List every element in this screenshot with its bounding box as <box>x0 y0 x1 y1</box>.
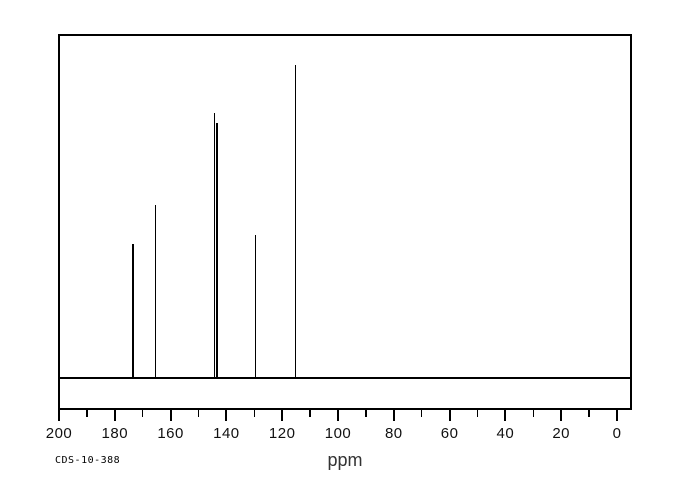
tick-label: 140 <box>213 425 240 442</box>
plot-frame <box>57 34 632 410</box>
major-tick <box>58 410 60 421</box>
tick-label: 200 <box>45 425 73 442</box>
major-tick <box>560 410 563 421</box>
major-tick <box>169 410 172 421</box>
sample-id-label: CDS-10-388 <box>55 455 121 466</box>
major-tick <box>281 410 284 421</box>
minor-tick <box>588 410 590 417</box>
minor-tick <box>197 410 200 417</box>
minor-tick <box>309 410 311 417</box>
spectrum-baseline <box>58 377 630 379</box>
minor-tick <box>420 410 423 417</box>
peak <box>213 113 216 379</box>
peak <box>132 244 134 379</box>
minor-tick <box>86 410 88 417</box>
minor-tick <box>141 410 144 417</box>
minor-tick <box>365 410 367 417</box>
tick-label: 20 <box>552 425 571 442</box>
peak <box>294 65 297 379</box>
peak <box>216 122 218 379</box>
tick-label: 40 <box>496 425 515 442</box>
major-tick <box>504 410 507 421</box>
major-tick <box>113 410 116 421</box>
tick-label: 120 <box>268 425 296 442</box>
major-tick <box>225 410 228 421</box>
tick-label: 180 <box>101 425 129 442</box>
minor-tick <box>253 410 256 417</box>
tick-label: 160 <box>157 425 184 442</box>
tick-label: 60 <box>440 425 459 442</box>
minor-tick <box>476 410 479 417</box>
major-tick <box>448 410 451 421</box>
peak <box>254 235 257 379</box>
peak <box>154 205 157 379</box>
major-tick <box>337 410 339 421</box>
tick-label: 100 <box>324 425 352 442</box>
tick-label: 0 <box>612 425 622 442</box>
major-tick <box>616 410 618 421</box>
minor-tick <box>532 410 535 417</box>
x-axis-title: ppm <box>327 450 363 470</box>
tick-label: 80 <box>384 425 403 442</box>
major-tick <box>392 410 395 421</box>
